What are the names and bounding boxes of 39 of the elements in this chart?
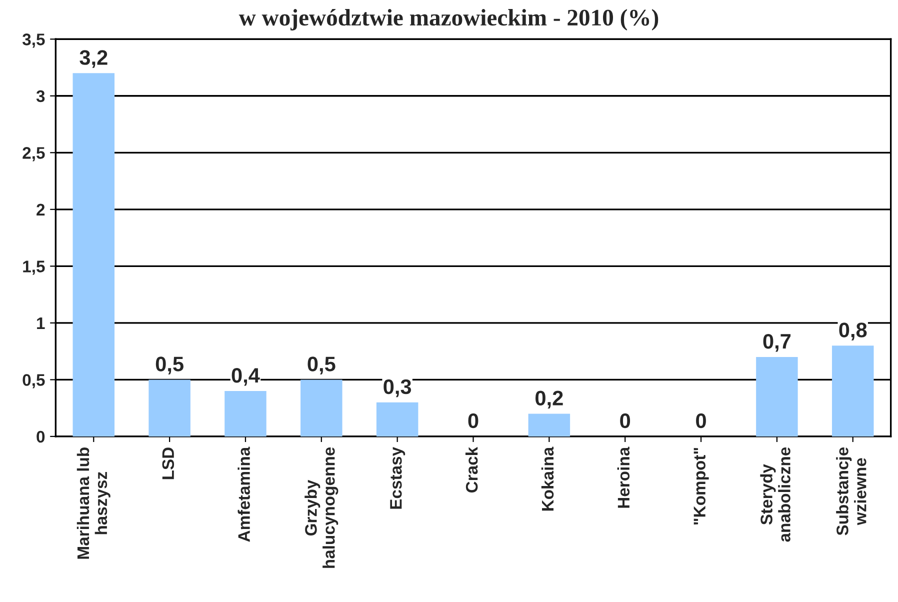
y-tick-label: 2 — [36, 204, 45, 216]
bar — [832, 346, 874, 436]
data-label: 0,5 — [308, 356, 336, 374]
data-label: 0,5 — [156, 356, 184, 374]
x-tick-label: Kokaina — [541, 446, 554, 511]
x-tick-label: Heroina — [617, 446, 630, 508]
chart-title: w województwie mazowieckim - 2010 (%) — [238, 9, 658, 30]
x-tick-label: "Kompot" — [694, 448, 709, 525]
data-label: 0,3 — [384, 379, 412, 398]
x-tick-label: Sterydy anaboliczne — [760, 447, 790, 542]
x-tick-label: Grzyby halucynogenne — [304, 447, 338, 568]
bar — [300, 380, 342, 436]
x-tick-label: Ecstasy — [390, 446, 406, 509]
data-label: 0,8 — [839, 322, 867, 340]
data-label: 0,7 — [763, 334, 790, 352]
y-tick-label: 0,5 — [22, 374, 45, 388]
bar — [528, 414, 570, 436]
bar — [224, 391, 266, 436]
data-label: 0,2 — [536, 390, 563, 408]
y-tick-label: 0 — [36, 430, 45, 443]
x-tick-label: Crack — [465, 446, 478, 493]
y-tick-label: 3,5 — [22, 34, 45, 48]
x-tick-label: Substancje wziewne — [836, 447, 866, 536]
bar — [148, 380, 190, 436]
y-tick-label: 2,5 — [22, 147, 45, 162]
y-tick-label: 3 — [36, 90, 45, 102]
data-label: 3,2 — [80, 50, 108, 68]
bar — [756, 356, 798, 436]
data-label: 0 — [468, 413, 478, 428]
data-label: 0,4 — [232, 368, 260, 386]
bar — [72, 73, 115, 436]
x-tick-label: Marihuana lub haszysz — [76, 448, 110, 559]
x-tick-label: Amfetamina — [238, 446, 250, 542]
y-tick-label: 1 — [37, 318, 45, 329]
data-label: 0 — [620, 413, 630, 428]
data-label: 0 — [696, 413, 706, 428]
bar — [376, 402, 418, 436]
y-tick-label: 1,5 — [23, 260, 45, 275]
x-tick-label: LSD — [162, 448, 174, 480]
